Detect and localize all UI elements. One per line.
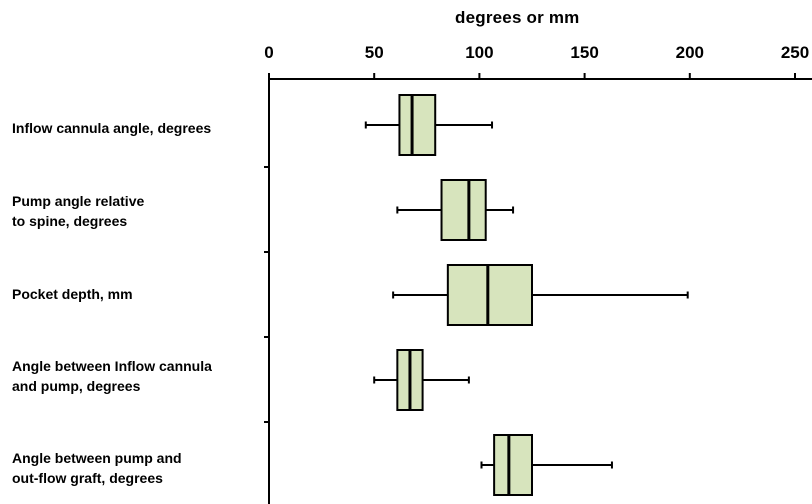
x-tick-label-2: 100 <box>465 43 493 62</box>
category-label-3: Angle between Inflow cannula and pump, d… <box>12 358 212 394</box>
x-tick-label-4: 200 <box>676 43 704 62</box>
x-axis-title: degrees or mm <box>455 8 580 27</box>
x-tick-label-5: 250 <box>781 43 809 62</box>
category-label-0: Inflow cannula angle, degrees <box>12 120 212 136</box>
x-tick-label-0: 0 <box>264 43 273 62</box>
box-1 <box>440 179 487 241</box>
box-2 <box>446 264 533 326</box>
x-tick-label-1: 50 <box>365 43 384 62</box>
box-0 <box>398 94 437 156</box>
category-label-2: Pocket depth, mm <box>12 286 133 302</box>
box-4 <box>493 434 533 496</box>
x-tick-label-3: 150 <box>570 43 598 62</box>
category-label-1: Pump angle relative to spine, degrees <box>12 193 145 229</box>
category-label-4: Angle between pump and out-flow graft, d… <box>12 450 182 486</box>
